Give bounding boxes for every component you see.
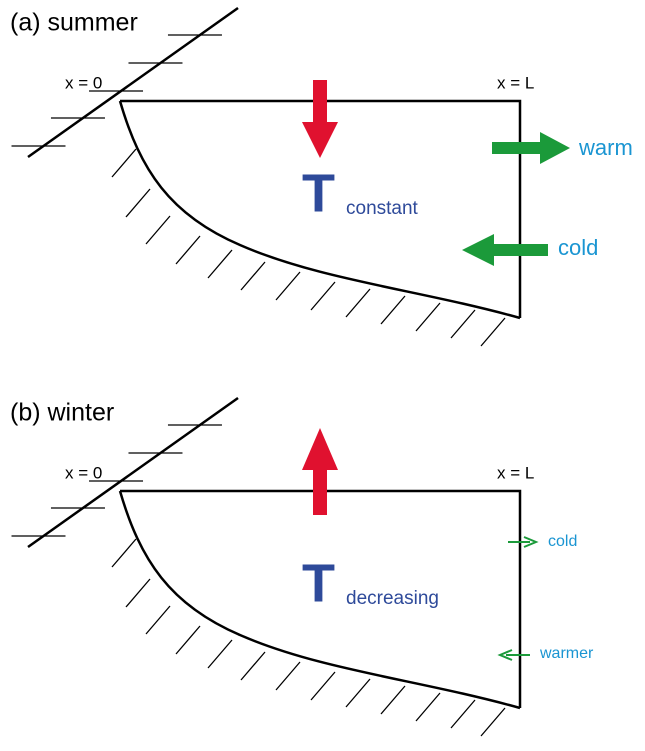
upper-flow-label: cold — [548, 533, 577, 550]
bottom-hatch — [111, 538, 137, 568]
inflow-arrow — [497, 649, 530, 661]
bottom-hatch — [145, 605, 171, 635]
lower-flow-label: warmer — [539, 645, 594, 662]
basin-bottom — [118, 490, 521, 710]
heat-flux-arrow — [302, 428, 338, 515]
bottom-hatch — [111, 148, 137, 178]
bottom-hatch — [207, 639, 233, 669]
bottom-hatch — [380, 295, 406, 325]
bottom-hatch — [240, 651, 266, 681]
bottom-hatch — [450, 309, 476, 339]
temperature-trend: decreasing — [346, 588, 439, 609]
x0-label: x = 0 — [65, 73, 102, 92]
bottom-hatch — [310, 671, 336, 701]
xL-label: x = L — [497, 463, 534, 482]
bottom-hatch — [175, 625, 201, 655]
bottom-hatch — [415, 302, 441, 332]
shore-line — [27, 6, 239, 159]
outflow-arrow — [492, 132, 570, 164]
basin-bottom — [118, 100, 521, 320]
bottom-hatch — [145, 215, 171, 245]
bottom-hatch — [345, 288, 371, 318]
panel: (a) summer x = 0 x = L T constant warm cold — [10, 6, 633, 347]
temperature-trend: constant — [346, 198, 419, 219]
bottom-hatch — [450, 699, 476, 729]
inflow-arrow — [462, 234, 548, 266]
temperature-symbol: T — [302, 553, 335, 613]
upper-flow-label: warm — [578, 135, 633, 160]
basin-outline — [120, 489, 522, 708]
panel: (b) winter x = 0 x = L T decreasing cold warme… — [10, 396, 594, 737]
bottom-hatch — [125, 188, 151, 218]
temperature-symbol: T — [302, 163, 335, 223]
x0-label: x = 0 — [65, 463, 102, 482]
bottom-hatch — [125, 578, 151, 608]
bottom-hatch — [240, 261, 266, 291]
panel-label: (a) summer — [10, 9, 138, 37]
panel-label: (b) winter — [10, 399, 114, 427]
bottom-hatch — [175, 235, 201, 265]
xL-label: x = L — [497, 73, 534, 92]
lower-flow-label: cold — [558, 235, 598, 260]
bottom-hatch — [207, 249, 233, 279]
bottom-hatch — [380, 685, 406, 715]
outflow-arrow — [508, 536, 539, 548]
heat-flux-arrow — [302, 80, 338, 158]
shore-line — [27, 396, 239, 549]
bottom-hatch — [480, 707, 506, 737]
bottom-hatch — [275, 271, 301, 301]
bottom-hatch — [275, 661, 301, 691]
bottom-hatch — [310, 281, 336, 311]
bottom-hatch — [480, 317, 506, 347]
bottom-hatch — [345, 678, 371, 708]
bottom-hatch — [415, 692, 441, 722]
